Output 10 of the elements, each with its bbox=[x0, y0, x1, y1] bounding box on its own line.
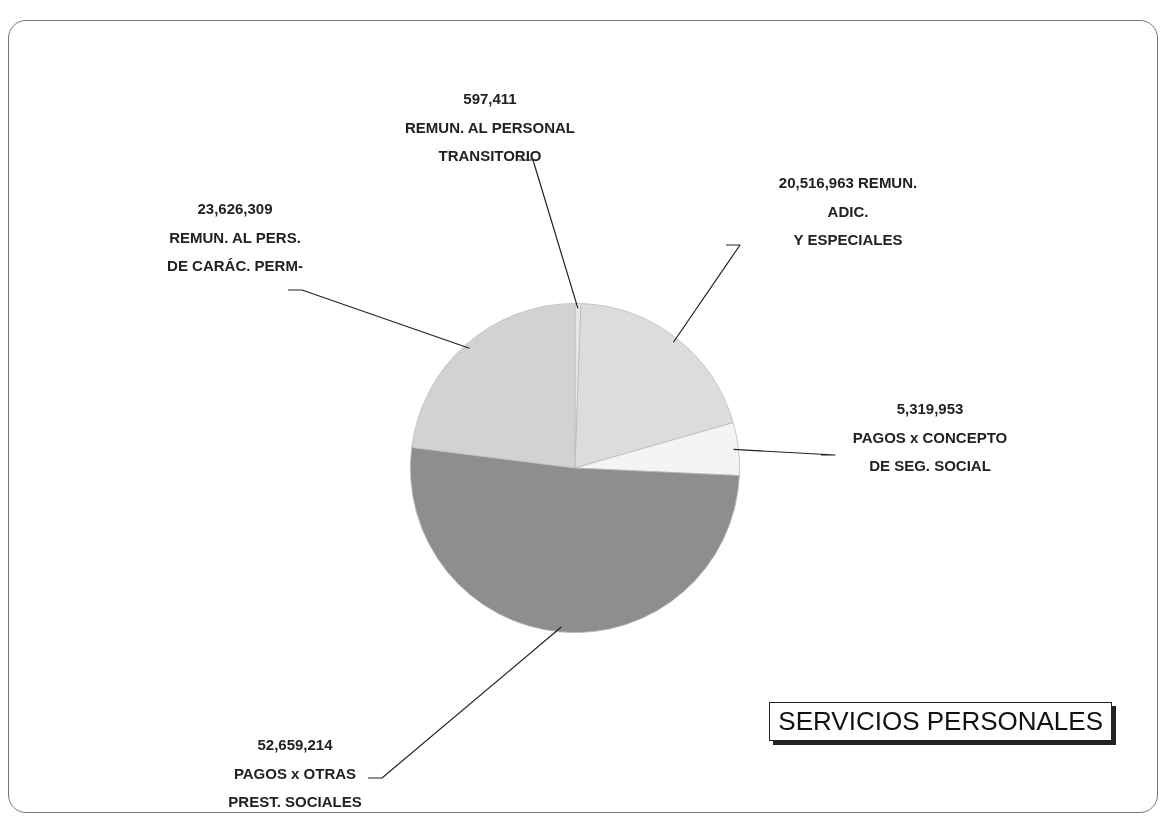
slice-label: 20,516,963 REMUN. ADIC. Y ESPECIALES bbox=[778, 174, 918, 249]
data-label: 5,319,953 bbox=[896, 400, 964, 418]
slice-label: REMUN. AL PERS. DE CARÁC. PERM- bbox=[167, 228, 303, 275]
data-label: 23,626,309 bbox=[197, 200, 273, 218]
slice-label: PAGOS x OTRAS PREST. SOCIALES bbox=[228, 764, 362, 811]
data-label: 597,411 bbox=[463, 90, 517, 108]
text: SERVICIOS PERSONALES bbox=[769, 702, 1112, 741]
data-label: 52,659,214 bbox=[257, 736, 334, 754]
slice-label: PAGOS x CONCEPTO DE SEG. SOCIAL bbox=[852, 428, 1008, 475]
slice-label: REMUN. AL PERSONAL TRANSITORIO bbox=[404, 118, 576, 165]
